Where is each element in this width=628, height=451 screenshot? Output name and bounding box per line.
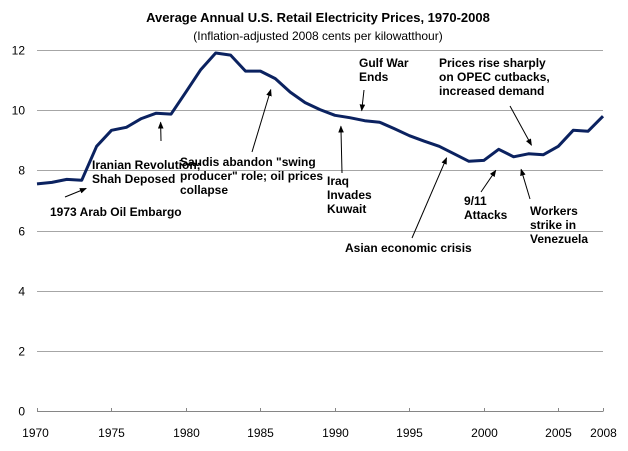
- annotation-line: Iraq: [327, 174, 349, 188]
- x-tick-label: 1980: [173, 426, 200, 440]
- x-tick-label: 2005: [545, 426, 572, 440]
- y-tick-label: 2: [18, 345, 25, 359]
- y-tick-label: 0: [18, 405, 25, 419]
- annotation-line: on OPEC cutbacks,: [439, 70, 550, 84]
- annotation: Asian economic crisis: [345, 157, 472, 255]
- annotation-line: Iranian Revolution;: [92, 158, 201, 172]
- annotation-text: Iraq Invades Kuwait: [327, 174, 372, 216]
- annotation-arrow: [359, 89, 366, 112]
- annotation: Iranian Revolution; Shah Deposed: [92, 121, 201, 186]
- annotation-line: Kuwait: [327, 202, 366, 216]
- annotation-arrow: [64, 187, 87, 198]
- series-layer: [36, 51, 605, 186]
- annotation-text: Workers strike in Venezuela: [530, 204, 588, 246]
- annotation-line: Prices rise sharply: [439, 56, 546, 70]
- annotation-arrow: [480, 169, 497, 193]
- annotation-line: collapse: [180, 183, 228, 197]
- annotation-line: Ends: [359, 70, 389, 84]
- annotation-line: 9/11: [464, 194, 487, 208]
- x-tick-label: 1985: [247, 426, 274, 440]
- x-tick-label: 1970: [22, 426, 49, 440]
- annotation-line: increased demand: [439, 84, 544, 98]
- annotation: Gulf War Ends: [359, 56, 409, 112]
- annotation-line: strike in: [530, 218, 576, 232]
- annotation-text: Saudis abandon "swing producer" role; oil…: [180, 155, 323, 197]
- annotation-arrow: [251, 88, 272, 153]
- annotation-line: Invades: [327, 188, 372, 202]
- x-tick-label: 2008: [590, 426, 617, 440]
- x-tick-label: 1995: [396, 426, 423, 440]
- annotation-text: Gulf War Ends: [359, 56, 409, 84]
- annotation: Iraq Invades Kuwait: [327, 125, 372, 216]
- annotation-line: Saudis abandon "swing: [180, 155, 316, 169]
- annotation-arrow: [338, 125, 344, 174]
- annotation: Prices rise sharply on OPEC cutbacks, incr…: [439, 56, 550, 146]
- annotation-line: Venezuela: [530, 232, 588, 246]
- x-tick-label: 1990: [322, 426, 349, 440]
- y-tick-label: 8: [18, 164, 25, 178]
- annotation-line: Gulf War: [359, 56, 409, 70]
- chart-title: Average Annual U.S. Retail Electricity P…: [146, 10, 490, 25]
- axes: 0 2 4 6 8 10 12 1970 1975 1980 1985 1990 1995 2000 200…: [12, 44, 618, 441]
- annotation: 9/11 Attacks: [464, 169, 508, 222]
- annotation: Saudis abandon "swing producer" role; oil…: [180, 88, 323, 197]
- y-tick-label: 10: [12, 104, 26, 118]
- annotation-arrow: [509, 105, 532, 146]
- y-tick-label: 12: [12, 44, 26, 58]
- annotation-text: Asian economic crisis: [345, 241, 472, 255]
- annotation-line: Attacks: [464, 208, 508, 222]
- annotation-line: Asian economic crisis: [345, 241, 472, 255]
- annotation-line: 1973 Arab Oil Embargo: [50, 205, 182, 219]
- annotation-arrow: [520, 168, 531, 200]
- annotation-text: 9/11 Attacks: [464, 194, 508, 222]
- x-tick-label: 2000: [471, 426, 498, 440]
- annotation-line: Shah Deposed: [92, 172, 175, 186]
- annotation: 1973 Arab Oil Embargo: [50, 187, 182, 219]
- chart-subtitle: (Inflation-adjusted 2008 cents per kilow…: [193, 29, 442, 43]
- y-tick-label: 4: [18, 285, 25, 299]
- y-tick-label: 6: [18, 225, 25, 239]
- annotation: Workers strike in Venezuela: [520, 168, 588, 246]
- annotation-line: Workers: [530, 204, 578, 218]
- annotation-line: producer" role; oil prices: [180, 169, 323, 183]
- annotation-text: Iranian Revolution; Shah Deposed: [92, 158, 201, 186]
- annotations: 1973 Arab Oil Embargo Iranian Revolution;…: [50, 56, 588, 255]
- annotation-text: 1973 Arab Oil Embargo: [50, 205, 182, 219]
- x-tick-label: 1975: [98, 426, 125, 440]
- annotation-arrow: [411, 157, 448, 239]
- annotation-text: Prices rise sharply on OPEC cutbacks, incr…: [439, 56, 550, 98]
